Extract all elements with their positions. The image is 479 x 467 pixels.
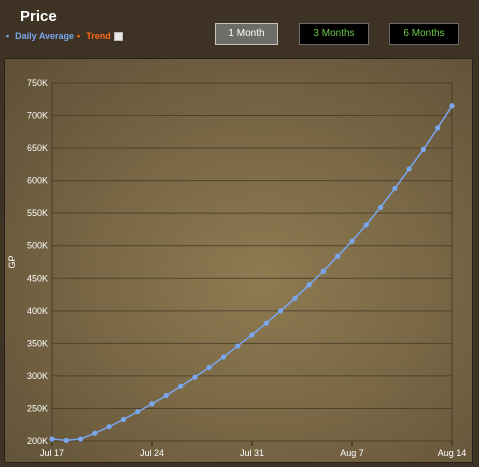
data-point[interactable] — [377, 204, 384, 210]
data-point[interactable] — [49, 436, 55, 442]
data-point[interactable] — [449, 103, 455, 109]
legend-trend[interactable]: Trend — [86, 31, 111, 41]
x-tick-label: Jul 24 — [140, 448, 164, 458]
data-point[interactable] — [263, 320, 269, 326]
x-tick-label: Jul 17 — [40, 448, 64, 458]
y-tick-label: 750K — [27, 78, 48, 88]
data-point[interactable] — [206, 364, 212, 371]
page-title: Price — [20, 8, 57, 25]
data-point[interactable] — [292, 295, 298, 302]
y-axis-label: GP — [7, 255, 17, 268]
data-point[interactable] — [306, 282, 312, 288]
trend-marker-icon: • — [77, 31, 81, 41]
chart-legend: • Daily Average • Trend — [6, 31, 123, 41]
three-months-button[interactable]: 3 Months — [299, 23, 369, 45]
data-point[interactable] — [363, 222, 369, 228]
series-line-daily-average — [51, 105, 453, 442]
price-chart: 200K 250K 300K 350K 400K 450K 500K 550K 600K 650K… — [7, 78, 467, 458]
data-point[interactable] — [392, 185, 398, 192]
y-tick-label: 400K — [27, 306, 48, 316]
y-tick-label: 550K — [27, 208, 48, 218]
data-point[interactable] — [220, 354, 227, 360]
x-tick-label: Aug 7 — [340, 448, 364, 458]
data-point[interactable] — [135, 409, 141, 415]
data-point[interactable] — [149, 401, 155, 407]
data-point[interactable] — [163, 392, 169, 399]
data-point[interactable] — [335, 253, 341, 259]
data-point[interactable] — [106, 424, 112, 430]
data-point[interactable] — [406, 166, 412, 172]
legend-daily-average[interactable]: Daily Average — [15, 31, 75, 41]
y-tick-label: 450K — [27, 273, 48, 283]
data-point[interactable] — [120, 416, 127, 423]
y-tick-label: 700K — [27, 111, 48, 121]
chart-area: 200K 250K 300K 350K 400K 450K 500K 550K 600K 650K… — [4, 58, 473, 463]
data-point[interactable] — [249, 332, 255, 338]
data-point[interactable] — [420, 146, 427, 152]
data-point[interactable] — [235, 343, 241, 349]
data-point[interactable] — [192, 374, 198, 380]
y-tick-label: 300K — [27, 371, 48, 381]
x-tick-label: Jul 31 — [240, 448, 264, 458]
data-point[interactable] — [435, 125, 441, 131]
daily-average-marker-icon: • — [6, 31, 10, 41]
data-point[interactable] — [77, 436, 84, 442]
y-tick-label: 200K — [27, 436, 48, 446]
data-point[interactable] — [349, 238, 355, 244]
y-tick-label: 350K — [27, 338, 48, 348]
x-tick-label: Aug 14 — [438, 448, 467, 458]
data-point[interactable] — [320, 268, 327, 274]
y-tick-label: 600K — [27, 176, 48, 186]
trend-checkbox[interactable] — [113, 31, 123, 41]
data-point[interactable] — [63, 437, 69, 443]
data-point[interactable] — [92, 430, 98, 436]
y-tick-label: 500K — [27, 241, 48, 251]
data-point[interactable] — [177, 383, 184, 389]
data-point[interactable] — [277, 308, 284, 314]
one-month-button[interactable]: 1 Month — [215, 23, 278, 45]
six-months-button[interactable]: 6 Months — [389, 23, 459, 45]
y-tick-label: 250K — [27, 403, 48, 413]
y-tick-label: 650K — [27, 143, 48, 153]
